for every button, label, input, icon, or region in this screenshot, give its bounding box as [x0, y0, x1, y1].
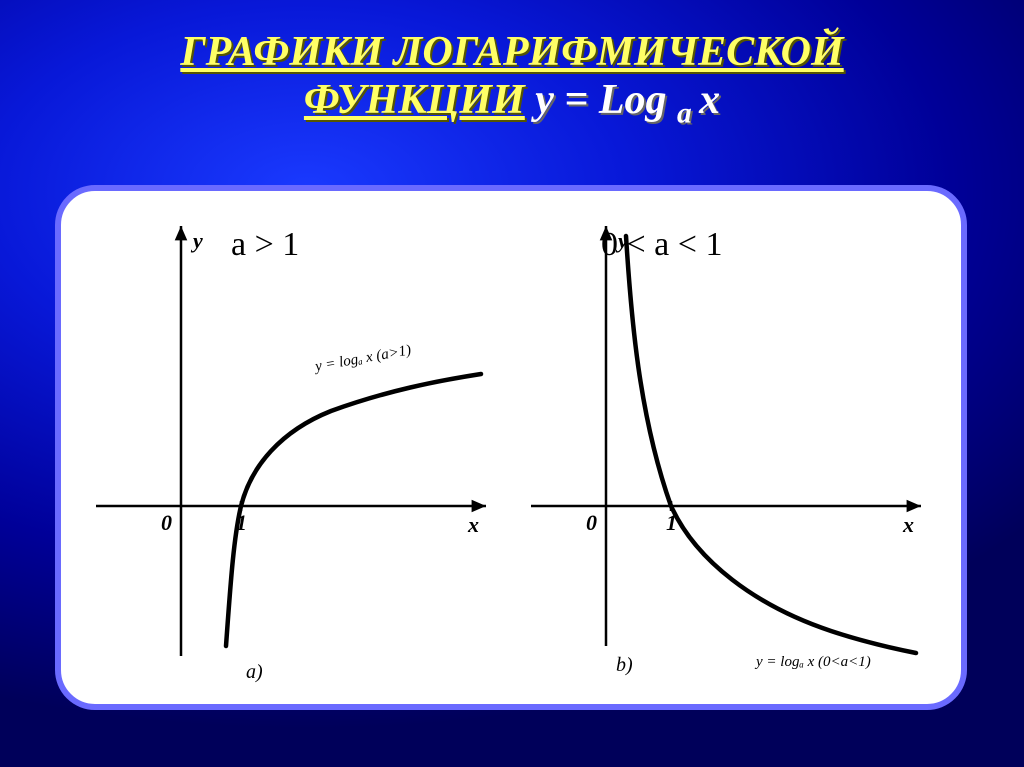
svg-text:x: x: [902, 512, 914, 537]
svg-text:0: 0: [161, 510, 172, 535]
svg-text:y = logₐ x (0<a<1): y = logₐ x (0<a<1): [754, 654, 871, 670]
svg-text:1: 1: [666, 510, 677, 535]
svg-text:y = logₐ x (a>1): y = logₐ x (a>1): [312, 342, 412, 375]
svg-text:y: y: [615, 228, 628, 253]
svg-text:0: 0: [586, 510, 597, 535]
title-formula-sub: a: [677, 98, 699, 130]
svg-text:b): b): [616, 654, 633, 676]
right-chart-svg: y x 0 1 y = logₐ x (0<a<1) b): [521, 216, 941, 686]
right-chart: y x 0 1 y = logₐ x (0<a<1) b): [521, 216, 941, 686]
title-line2-underlined: ФУНКЦИИ: [304, 77, 525, 123]
left-chart: y x 0 1 y = logₐ x (a>1) a): [86, 216, 506, 686]
title-formula: у = Log a x: [535, 77, 720, 123]
title-formula-suffix: x: [699, 77, 720, 123]
svg-text:x: x: [467, 512, 479, 537]
svg-text:y: y: [190, 228, 203, 253]
slide-title: ГРАФИКИ ЛОГАРИФМИЧЕСКОЙ ФУНКЦИИ у = Log …: [0, 28, 1024, 132]
left-chart-svg: y x 0 1 y = logₐ x (a>1) a): [86, 216, 506, 686]
title-line1: ГРАФИКИ ЛОГАРИФМИЧЕСКОЙ: [180, 29, 843, 75]
slide: ГРАФИКИ ЛОГАРИФМИЧЕСКОЙ ФУНКЦИИ у = Log …: [0, 0, 1024, 767]
charts-panel: a > 1 0 < a < 1 yx01y = logₐ x (a>1)a) y…: [55, 185, 967, 710]
title-formula-prefix: у = Log: [535, 77, 677, 123]
svg-text:a): a): [246, 661, 263, 683]
svg-text:1: 1: [236, 510, 247, 535]
